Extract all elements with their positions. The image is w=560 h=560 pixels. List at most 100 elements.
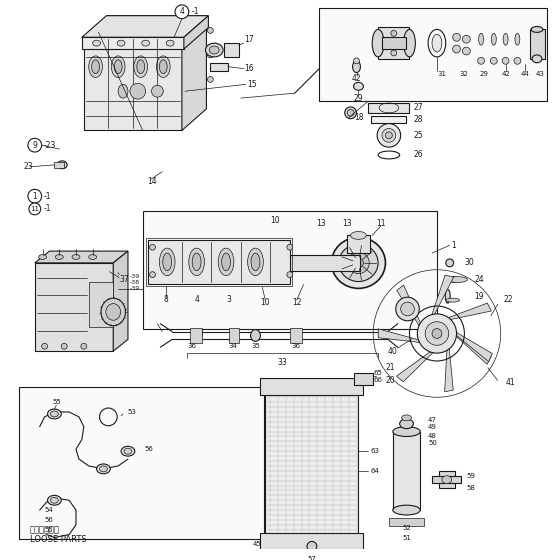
Ellipse shape	[163, 253, 171, 270]
Ellipse shape	[189, 248, 204, 276]
Text: 42: 42	[352, 74, 361, 83]
Text: 1: 1	[452, 241, 456, 250]
Text: -1: -1	[44, 192, 51, 200]
Bar	[265, 393, 358, 535]
Text: 33: 33	[277, 358, 287, 367]
Circle shape	[175, 5, 189, 18]
Ellipse shape	[479, 34, 483, 45]
Text: 54: 54	[44, 507, 53, 513]
Polygon shape	[84, 38, 182, 130]
Polygon shape	[445, 349, 453, 392]
Bar	[211, 63, 228, 71]
Ellipse shape	[393, 505, 420, 515]
Text: 25: 25	[413, 131, 423, 140]
Polygon shape	[449, 303, 491, 320]
Circle shape	[150, 272, 156, 278]
Ellipse shape	[121, 446, 135, 456]
Circle shape	[130, 83, 146, 99]
Ellipse shape	[345, 107, 357, 119]
Text: 24: 24	[474, 275, 484, 284]
Polygon shape	[439, 471, 455, 488]
Circle shape	[432, 329, 442, 338]
Ellipse shape	[142, 40, 150, 46]
Polygon shape	[368, 103, 409, 113]
Text: 59: 59	[466, 473, 475, 479]
Polygon shape	[456, 334, 491, 364]
Ellipse shape	[400, 419, 413, 428]
Circle shape	[463, 35, 470, 43]
Text: 32: 32	[459, 71, 468, 77]
Bar	[224, 43, 239, 57]
Ellipse shape	[88, 56, 102, 77]
Circle shape	[28, 189, 41, 203]
Text: 29: 29	[354, 94, 363, 102]
Polygon shape	[35, 251, 128, 263]
Ellipse shape	[491, 57, 497, 64]
Text: ドウコンヒン: ドウコンヒン	[30, 525, 60, 534]
Ellipse shape	[114, 60, 122, 73]
Ellipse shape	[478, 57, 484, 64]
Circle shape	[425, 322, 449, 346]
Circle shape	[391, 50, 396, 56]
Ellipse shape	[448, 277, 468, 282]
Ellipse shape	[332, 237, 385, 288]
Ellipse shape	[48, 409, 61, 419]
Ellipse shape	[353, 82, 363, 90]
Ellipse shape	[55, 255, 63, 259]
Circle shape	[207, 27, 213, 34]
Ellipse shape	[101, 298, 125, 326]
Bar	[229, 328, 239, 343]
Text: 64: 64	[370, 468, 379, 474]
Ellipse shape	[72, 255, 80, 259]
Circle shape	[207, 77, 213, 82]
Text: 11: 11	[30, 206, 39, 212]
Bar	[190, 328, 202, 343]
Text: 36: 36	[291, 343, 300, 349]
Text: 56: 56	[44, 517, 53, 523]
Ellipse shape	[137, 60, 144, 73]
Text: 8: 8	[164, 295, 169, 304]
Ellipse shape	[124, 448, 132, 454]
Text: 63: 63	[370, 448, 379, 454]
Ellipse shape	[206, 43, 223, 57]
Ellipse shape	[251, 253, 260, 270]
Ellipse shape	[348, 252, 369, 274]
Bar	[260, 533, 363, 550]
Bar	[353, 373, 373, 385]
Text: 22: 22	[503, 295, 513, 304]
Ellipse shape	[222, 253, 231, 270]
Text: 27: 27	[413, 104, 423, 113]
Circle shape	[287, 244, 293, 250]
Ellipse shape	[250, 330, 260, 342]
Bar	[530, 30, 545, 59]
Circle shape	[29, 203, 41, 215]
Circle shape	[61, 343, 67, 349]
Text: 47: 47	[428, 417, 437, 423]
Text: 40: 40	[388, 347, 398, 356]
Polygon shape	[378, 329, 419, 342]
Text: -39: -39	[130, 274, 140, 279]
Text: 44: 44	[521, 71, 530, 77]
Ellipse shape	[515, 34, 520, 45]
Text: 20: 20	[385, 376, 395, 385]
Ellipse shape	[209, 46, 219, 54]
Polygon shape	[35, 263, 113, 351]
Text: 55: 55	[52, 399, 60, 405]
Text: -38: -38	[130, 280, 140, 285]
Ellipse shape	[96, 464, 110, 474]
Ellipse shape	[50, 497, 58, 503]
Text: 4: 4	[179, 7, 184, 16]
Text: 31: 31	[437, 71, 446, 77]
Polygon shape	[396, 285, 421, 325]
Text: 58: 58	[466, 486, 475, 492]
Ellipse shape	[446, 298, 460, 302]
Ellipse shape	[166, 40, 174, 46]
Text: 9: 9	[32, 141, 37, 150]
Polygon shape	[82, 38, 184, 49]
Ellipse shape	[192, 253, 201, 270]
Text: 19: 19	[474, 292, 484, 301]
Circle shape	[81, 343, 87, 349]
Bar	[319, 8, 547, 101]
Text: 43: 43	[535, 71, 544, 77]
Ellipse shape	[377, 124, 400, 147]
